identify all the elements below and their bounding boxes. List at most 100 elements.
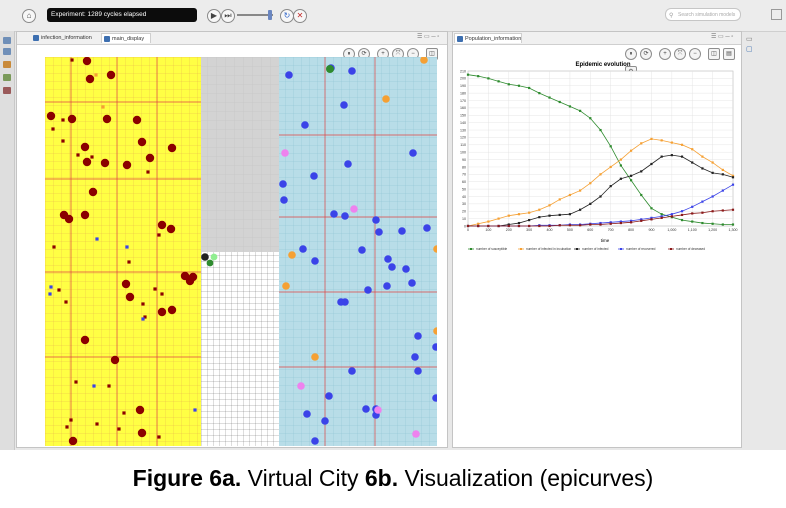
series-point bbox=[629, 179, 633, 182]
series-point bbox=[650, 137, 653, 141]
y-tick-label: 20 bbox=[462, 210, 466, 214]
recovered-agent bbox=[375, 228, 383, 236]
incubation-agent bbox=[420, 57, 428, 64]
series-point bbox=[721, 189, 724, 192]
layers-icon[interactable]: ▤ bbox=[723, 47, 735, 60]
tab-population-information[interactable]: Population_information bbox=[454, 33, 522, 43]
tab-infection-information[interactable]: infection_information bbox=[31, 33, 99, 43]
series-point bbox=[548, 224, 551, 228]
display-tab-icon bbox=[104, 36, 110, 42]
chart-series bbox=[466, 73, 735, 228]
infected-agent bbox=[88, 187, 98, 197]
series-point bbox=[487, 220, 490, 223]
close-experiment-icon[interactable]: ✕ bbox=[293, 9, 307, 23]
series-point bbox=[568, 224, 572, 227]
building-marker bbox=[160, 292, 164, 296]
series-point bbox=[619, 177, 622, 180]
pause-display-icon[interactable]: ⏸ bbox=[343, 47, 355, 60]
collapse-icon[interactable]: ▭ bbox=[746, 36, 753, 43]
pause-display-icon[interactable]: ⏸ bbox=[625, 47, 637, 60]
monitor-icon[interactable] bbox=[3, 87, 11, 94]
x-axis-ticks: 0 100 200 300 400 500 600 700 800 900 1,000 1,100 1,… bbox=[467, 228, 738, 232]
series-point bbox=[619, 221, 622, 225]
recovered-marker bbox=[49, 285, 53, 289]
agents-icon[interactable] bbox=[3, 48, 11, 55]
virtual-city-map[interactable] bbox=[45, 57, 437, 446]
recovered-agent bbox=[372, 216, 380, 224]
legend-label: number of recovered bbox=[626, 247, 656, 251]
snapshot-icon[interactable]: ◫ bbox=[708, 47, 720, 60]
sync-icon[interactable]: ⟳ bbox=[640, 47, 652, 60]
recovered-agent bbox=[285, 71, 293, 79]
series-point bbox=[466, 224, 470, 228]
series-point bbox=[507, 223, 510, 226]
series-point bbox=[721, 168, 724, 172]
infected-agent bbox=[67, 114, 77, 124]
building-marker bbox=[74, 380, 78, 384]
y-tick-label: 180 bbox=[460, 91, 466, 95]
infected-agent bbox=[157, 307, 167, 317]
home-icon[interactable]: ⌂ bbox=[22, 9, 36, 23]
series-point bbox=[548, 214, 551, 217]
speed-slider-handle[interactable] bbox=[268, 10, 272, 20]
infected-agent bbox=[46, 111, 56, 121]
building-marker bbox=[122, 411, 126, 415]
console-icon[interactable]: ▢ bbox=[746, 46, 753, 53]
series-point bbox=[691, 148, 694, 151]
series-point bbox=[640, 218, 643, 221]
series-point bbox=[599, 195, 602, 198]
y-tick-label: 130 bbox=[460, 128, 466, 132]
legend-marker bbox=[520, 248, 522, 250]
series-point bbox=[609, 185, 612, 188]
series-point bbox=[497, 80, 500, 83]
hospital-agent bbox=[374, 406, 382, 414]
zoom-out-icon[interactable]: − bbox=[689, 47, 701, 60]
infected-agent bbox=[82, 57, 92, 66]
folder-icon[interactable] bbox=[3, 61, 11, 68]
series-point bbox=[691, 161, 694, 164]
maximize-icon[interactable] bbox=[771, 9, 782, 20]
hospital-agent bbox=[297, 382, 305, 390]
reload-icon[interactable]: ↻ bbox=[280, 9, 294, 23]
recovered-agent bbox=[321, 417, 329, 425]
x-tick-label: 500 bbox=[567, 228, 573, 232]
recovered-marker bbox=[92, 384, 96, 388]
zoom-fit-icon[interactable]: ⤧ bbox=[674, 47, 686, 60]
y-tick-label: 30 bbox=[462, 202, 466, 206]
series-point bbox=[640, 170, 643, 173]
series-point bbox=[589, 202, 592, 205]
speed-slider-track[interactable] bbox=[237, 14, 273, 16]
series-point bbox=[517, 84, 521, 87]
recovered-agent bbox=[311, 257, 319, 265]
species-icon[interactable] bbox=[3, 74, 11, 81]
play-icon[interactable]: ▶ bbox=[207, 9, 221, 23]
search-input[interactable]: Search simulation models bbox=[665, 8, 741, 21]
series-point bbox=[650, 207, 653, 210]
step-icon[interactable]: ⏭ bbox=[221, 9, 235, 23]
series-point bbox=[711, 210, 714, 213]
series-point bbox=[660, 215, 663, 218]
figure-caption: Figure 6a. Virtual City 6b. Visualizatio… bbox=[0, 458, 786, 498]
model-icon[interactable] bbox=[3, 37, 11, 44]
infected-agent bbox=[80, 142, 90, 152]
main-toolbar: ⌂ Experiment: 1289 cycles elapsed ▶ ⏭ ↻ … bbox=[0, 0, 786, 32]
series-point bbox=[670, 154, 673, 157]
series-point bbox=[466, 73, 470, 76]
series-point bbox=[528, 211, 531, 214]
infected-agent bbox=[132, 115, 142, 125]
view-menu-icon[interactable]: ☰ ▭ ─ ▫ bbox=[711, 34, 734, 40]
hospital-agent bbox=[412, 430, 420, 438]
infected-agent bbox=[80, 210, 90, 220]
series-point bbox=[558, 198, 561, 201]
tab-main-display[interactable]: main_display bbox=[101, 33, 151, 43]
figure-6b-label: 6b. bbox=[364, 465, 399, 491]
view-menu-icon[interactable]: ☰ ▭ ─ ▫ bbox=[417, 34, 440, 40]
series-point bbox=[619, 158, 622, 161]
recovered-agent bbox=[348, 367, 356, 375]
legend-label: number of infected bbox=[582, 247, 609, 251]
series-point bbox=[497, 217, 500, 220]
zoom-in-icon[interactable]: + bbox=[659, 47, 671, 60]
incubation-agent bbox=[288, 251, 296, 259]
building-marker bbox=[127, 260, 131, 264]
incubation-agent bbox=[433, 327, 437, 335]
